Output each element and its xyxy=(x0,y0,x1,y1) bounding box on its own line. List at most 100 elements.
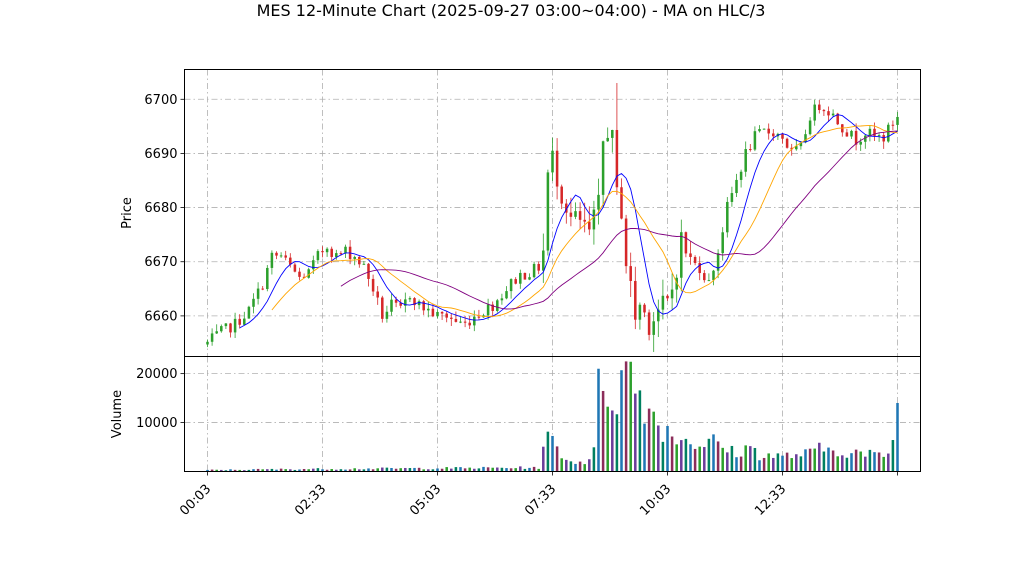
x-tick-label: 02:33 xyxy=(292,482,329,519)
volume-bar xyxy=(813,448,816,472)
volume-bar xyxy=(822,451,826,472)
volume-bar xyxy=(670,436,674,472)
x-tick-label: 10:03 xyxy=(637,482,674,519)
candle-body xyxy=(399,302,402,306)
candle-body xyxy=(509,279,513,292)
volume-bar xyxy=(473,468,476,472)
candle-body xyxy=(730,193,734,202)
candle-body xyxy=(353,256,356,259)
candle-body xyxy=(615,129,619,188)
candle-body xyxy=(454,318,458,322)
volume-bar xyxy=(877,452,881,472)
volume-bar xyxy=(758,460,761,472)
volume-bar xyxy=(330,469,333,472)
chart-title: MES 12-Minute Chart (2025-09-27 03:00~04… xyxy=(257,1,766,20)
candle-body xyxy=(238,318,241,325)
candle-body xyxy=(611,129,614,138)
candle-body xyxy=(519,272,522,284)
candle-body xyxy=(836,113,839,125)
volume-bar xyxy=(882,456,885,472)
volume-bar xyxy=(703,447,706,472)
volume-bar xyxy=(624,361,628,472)
candle-body xyxy=(284,255,287,258)
candle-body xyxy=(496,300,499,311)
candle-body xyxy=(703,273,706,281)
volume-bar xyxy=(210,469,214,472)
volume-bar xyxy=(726,452,729,472)
candle-body xyxy=(537,263,540,271)
volume-bar xyxy=(661,441,665,472)
candle-body xyxy=(707,280,711,282)
candle-body xyxy=(578,211,582,220)
candle-body xyxy=(739,171,743,180)
candle-body xyxy=(864,135,867,142)
candle-body xyxy=(601,141,605,195)
candle-body xyxy=(247,306,251,319)
volume-bar xyxy=(371,469,375,472)
volume-bar xyxy=(256,468,260,472)
volume-bar xyxy=(509,468,513,472)
volume-bar xyxy=(666,425,669,472)
volume-bar xyxy=(496,467,499,472)
volume-bar xyxy=(887,453,890,472)
candle-body xyxy=(666,295,669,299)
candle-body xyxy=(473,316,476,326)
volume-bar xyxy=(376,468,379,472)
volume-bar xyxy=(247,469,251,472)
candle-body xyxy=(436,311,439,317)
volume-bar xyxy=(367,468,370,472)
candle-body xyxy=(468,322,471,326)
volume-bar xyxy=(785,452,789,472)
price-ytick-label: 6680 xyxy=(144,201,177,216)
volume-bar xyxy=(528,467,531,472)
candle-body xyxy=(220,326,223,332)
volume-bar xyxy=(279,468,283,472)
candle-body xyxy=(339,253,343,255)
volume-bar xyxy=(413,467,416,472)
candle-body xyxy=(854,130,858,145)
volume-bar xyxy=(638,390,642,472)
candle-body xyxy=(827,111,830,116)
volume-bar xyxy=(868,449,872,472)
candle-body xyxy=(371,278,375,292)
candle-body xyxy=(813,104,816,121)
candle-body xyxy=(560,186,563,204)
series-line-ma-medium xyxy=(271,124,898,317)
volume-bar xyxy=(454,467,458,472)
volume-bar xyxy=(224,470,228,472)
candle-body xyxy=(417,301,421,306)
volume-bar xyxy=(431,469,435,472)
volume-bar xyxy=(463,468,467,472)
volume-bar xyxy=(270,468,274,472)
candle-body xyxy=(822,110,826,112)
volume-bar xyxy=(578,461,582,472)
volume-bar xyxy=(427,469,430,472)
candle-body xyxy=(647,312,651,335)
candle-body xyxy=(726,201,729,233)
candle-body xyxy=(532,263,536,278)
volume-bar xyxy=(712,434,715,472)
candle-body xyxy=(385,311,389,319)
volume-bar xyxy=(831,450,835,472)
volume-bar xyxy=(422,469,425,472)
candle-body xyxy=(643,304,646,313)
volume-bar xyxy=(243,470,246,472)
volume-bar xyxy=(643,423,646,472)
volume-bar xyxy=(551,435,554,472)
x-tick-label: 05:03 xyxy=(407,482,444,519)
volume-bar xyxy=(629,361,632,472)
candle-body xyxy=(302,276,306,278)
volume-bar xyxy=(684,438,688,472)
volume-bar xyxy=(450,468,453,472)
candle-body xyxy=(592,209,596,230)
candle-body xyxy=(293,264,297,272)
candle-body xyxy=(891,124,895,126)
candle-body xyxy=(224,323,228,327)
candle-body xyxy=(684,232,688,254)
volume-bar xyxy=(735,457,738,472)
volume-bar xyxy=(532,466,536,472)
volume-bar xyxy=(767,453,770,472)
volume-bar xyxy=(353,468,356,472)
volume-bar xyxy=(574,463,577,472)
volume-bar xyxy=(634,393,637,472)
